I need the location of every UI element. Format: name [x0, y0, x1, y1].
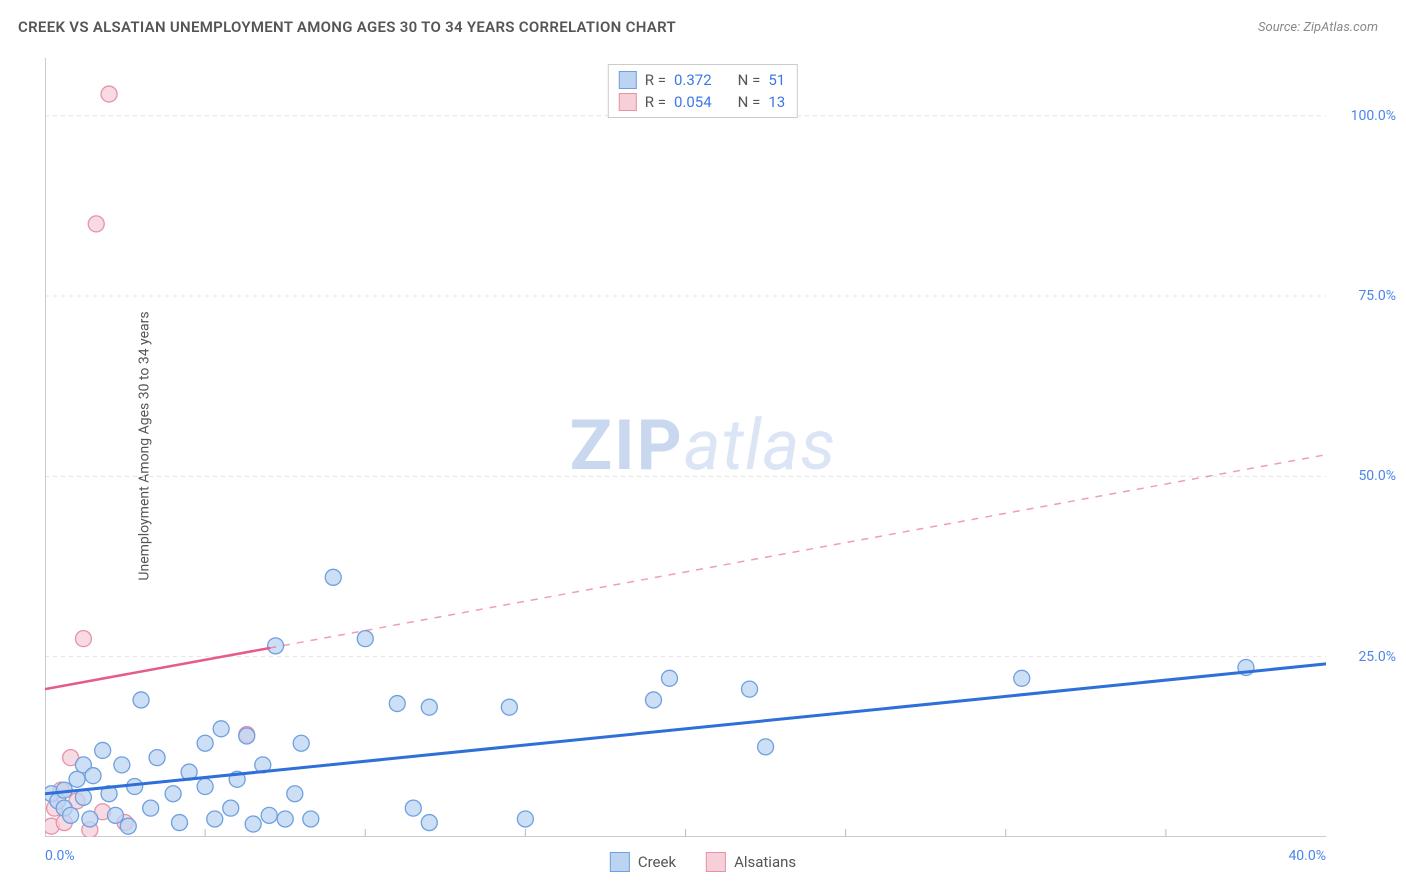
- legend-swatch: [706, 852, 726, 872]
- legend-label: Creek: [638, 853, 676, 871]
- legend-item: Alsatians: [706, 852, 796, 872]
- source-prefix: Source:: [1258, 20, 1303, 35]
- r-label: R =: [645, 69, 666, 91]
- x-tick-label: 0.0%: [45, 848, 75, 864]
- plot-area: [45, 58, 1326, 837]
- source-name: ZipAtlas.com: [1303, 20, 1378, 35]
- y-tick-label: 100.0%: [1351, 108, 1396, 124]
- legend: Creek Alsatians: [610, 852, 796, 872]
- y-tick-label: 50.0%: [1358, 468, 1396, 484]
- series-swatch: [619, 71, 637, 89]
- correlation-stats-box: R = 0.372 N = 51 R = 0.054 N = 13: [608, 64, 798, 118]
- source-attribution: Source: ZipAtlas.com: [1258, 20, 1378, 35]
- stats-row: R = 0.054 N = 13: [619, 91, 785, 113]
- r-value: 0.054: [674, 91, 712, 113]
- y-tick-label: 25.0%: [1358, 649, 1396, 665]
- series-swatch: [619, 93, 637, 111]
- n-value: 13: [768, 91, 785, 113]
- n-label: N =: [738, 91, 761, 113]
- chart-title: CREEK VS ALSATIAN UNEMPLOYMENT AMONG AGE…: [18, 18, 676, 36]
- r-value: 0.372: [674, 69, 712, 91]
- y-tick-label: 75.0%: [1358, 288, 1396, 304]
- r-label: R =: [645, 91, 666, 113]
- n-value: 51: [768, 69, 785, 91]
- legend-swatch: [610, 852, 630, 872]
- stats-row: R = 0.372 N = 51: [619, 69, 785, 91]
- legend-item: Creek: [610, 852, 676, 872]
- legend-label: Alsatians: [734, 853, 796, 871]
- x-tick-label: 40.0%: [1288, 848, 1326, 864]
- scatter-chart: [45, 58, 1326, 837]
- n-label: N =: [738, 69, 761, 91]
